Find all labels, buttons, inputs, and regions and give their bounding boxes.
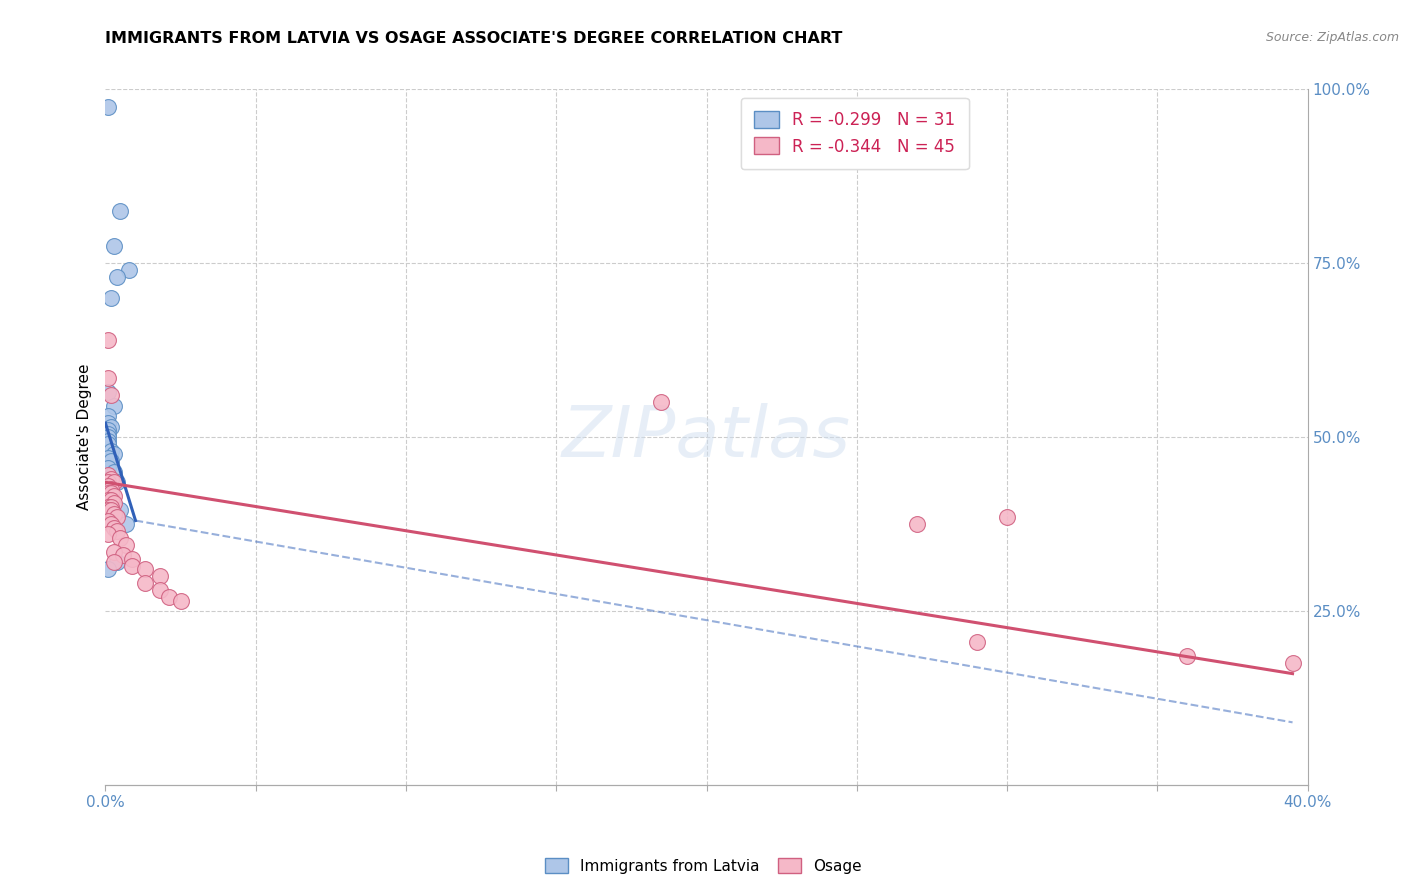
Text: Source: ZipAtlas.com: Source: ZipAtlas.com <box>1265 31 1399 45</box>
Point <box>107 270 129 285</box>
Point <box>115 538 138 552</box>
Point <box>97 562 120 576</box>
Point <box>97 430 120 444</box>
Point <box>100 492 122 507</box>
Point <box>169 593 191 607</box>
Point <box>103 465 125 479</box>
Point <box>97 485 120 500</box>
Point <box>97 514 120 528</box>
Point <box>148 569 170 583</box>
Point <box>97 450 120 465</box>
Point <box>97 514 120 528</box>
Point <box>103 555 125 569</box>
Point <box>103 507 125 521</box>
Point <box>905 516 928 531</box>
Point <box>115 516 138 531</box>
Point <box>97 423 120 437</box>
Point <box>97 468 120 483</box>
Point <box>110 203 132 218</box>
Point <box>97 492 120 507</box>
Point <box>650 395 672 409</box>
Point <box>97 426 120 441</box>
Point <box>134 576 156 591</box>
Point <box>107 555 129 569</box>
Point <box>103 545 125 559</box>
Point <box>103 496 125 510</box>
Point <box>134 562 156 576</box>
Legend: R = -0.299   N = 31, R = -0.344   N = 45: R = -0.299 N = 31, R = -0.344 N = 45 <box>741 97 969 169</box>
Point <box>1175 649 1198 664</box>
Point <box>103 399 125 413</box>
Text: IMMIGRANTS FROM LATVIA VS OSAGE ASSOCIATE'S DEGREE CORRELATION CHART: IMMIGRANTS FROM LATVIA VS OSAGE ASSOCIAT… <box>105 31 842 46</box>
Point <box>157 590 180 604</box>
Point <box>1281 657 1303 671</box>
Point <box>97 99 120 113</box>
Point <box>121 558 143 573</box>
Point <box>107 475 129 490</box>
Point <box>97 416 120 430</box>
Point <box>100 291 122 305</box>
Point <box>107 510 129 524</box>
Point <box>100 482 122 496</box>
Y-axis label: Associate's Degree: Associate's Degree <box>76 364 91 510</box>
Point <box>97 461 120 475</box>
Point <box>121 551 143 566</box>
Point <box>103 238 125 253</box>
Point <box>97 472 120 486</box>
Point <box>103 447 125 462</box>
Point <box>97 434 120 448</box>
Point <box>97 479 120 493</box>
Point <box>103 520 125 534</box>
Point <box>100 503 122 517</box>
Point <box>100 516 122 531</box>
Legend: Immigrants from Latvia, Osage: Immigrants from Latvia, Osage <box>538 852 868 880</box>
Point <box>118 263 141 277</box>
Point <box>110 503 132 517</box>
Point <box>100 500 122 514</box>
Point <box>97 500 120 514</box>
Point <box>100 454 122 468</box>
Point <box>97 333 120 347</box>
Point <box>100 388 122 402</box>
Point <box>148 583 170 598</box>
Point <box>97 500 120 514</box>
Point <box>995 510 1018 524</box>
Point <box>97 437 120 451</box>
Point <box>107 524 129 538</box>
Point <box>103 475 125 490</box>
Point <box>97 371 120 385</box>
Point <box>100 419 122 434</box>
Point <box>97 503 120 517</box>
Point <box>966 635 988 649</box>
Point <box>100 485 122 500</box>
Point <box>100 444 122 458</box>
Text: ZIPatlas: ZIPatlas <box>562 402 851 472</box>
Point <box>112 549 135 563</box>
Point <box>97 384 120 399</box>
Point <box>100 485 122 500</box>
Point <box>97 409 120 424</box>
Point <box>97 527 120 541</box>
Point <box>97 475 120 490</box>
Point <box>100 472 122 486</box>
Point <box>103 489 125 503</box>
Point <box>110 531 132 545</box>
